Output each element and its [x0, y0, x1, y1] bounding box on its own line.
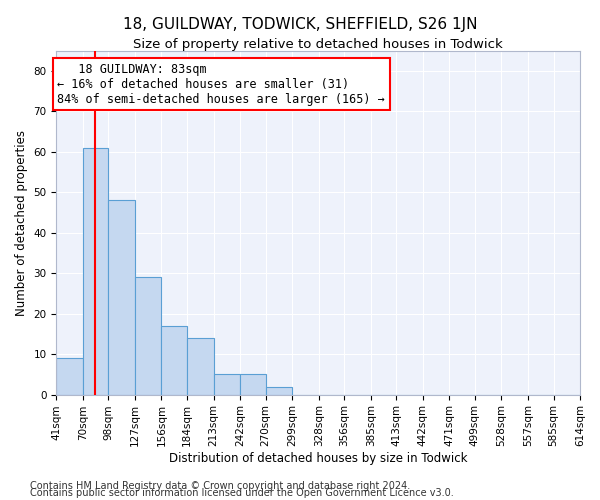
Bar	[266, 386, 292, 394]
Text: Contains public sector information licensed under the Open Government Licence v3: Contains public sector information licen…	[30, 488, 454, 498]
Bar	[187, 338, 214, 394]
Bar	[83, 148, 109, 394]
Bar	[240, 374, 266, 394]
Bar	[56, 358, 83, 395]
Text: Contains HM Land Registry data © Crown copyright and database right 2024.: Contains HM Land Registry data © Crown c…	[30, 481, 410, 491]
Bar	[161, 326, 187, 394]
Bar	[214, 374, 240, 394]
Y-axis label: Number of detached properties: Number of detached properties	[15, 130, 28, 316]
Text: 18 GUILDWAY: 83sqm
← 16% of detached houses are smaller (31)
84% of semi-detache: 18 GUILDWAY: 83sqm ← 16% of detached hou…	[58, 62, 385, 106]
Bar	[135, 277, 161, 394]
Bar	[109, 200, 135, 394]
X-axis label: Distribution of detached houses by size in Todwick: Distribution of detached houses by size …	[169, 452, 467, 465]
Text: 18, GUILDWAY, TODWICK, SHEFFIELD, S26 1JN: 18, GUILDWAY, TODWICK, SHEFFIELD, S26 1J…	[123, 18, 477, 32]
Title: Size of property relative to detached houses in Todwick: Size of property relative to detached ho…	[133, 38, 503, 51]
